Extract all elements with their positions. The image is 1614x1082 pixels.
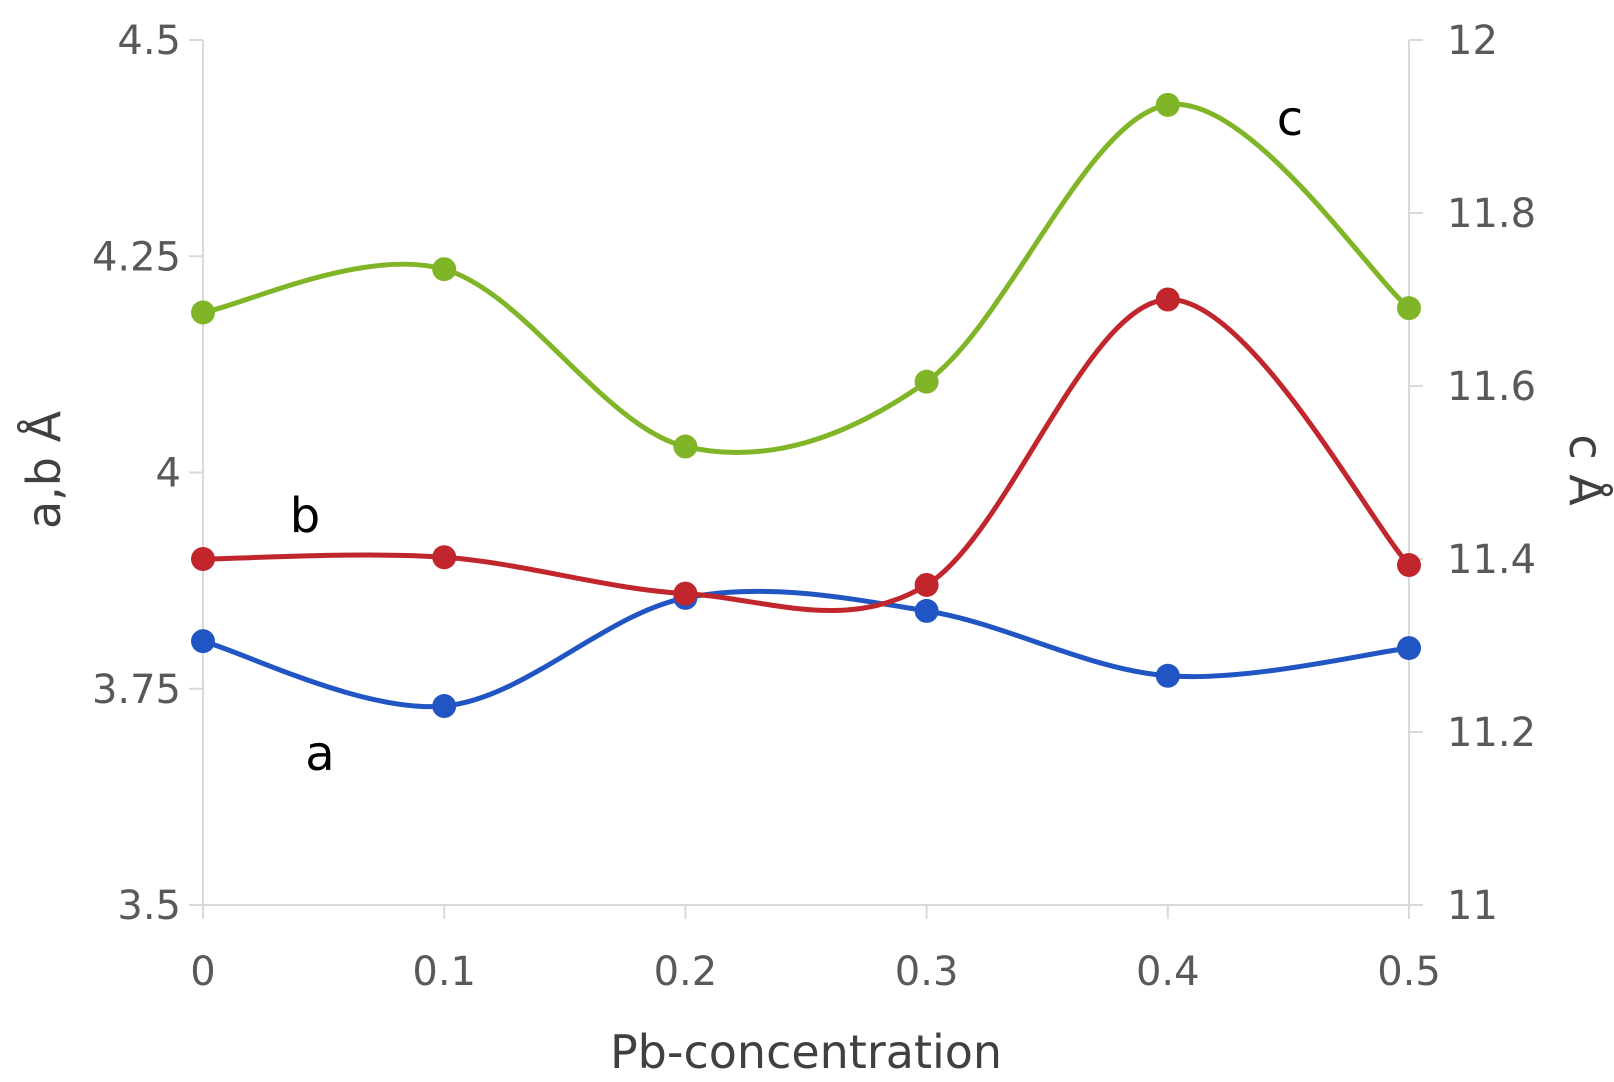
right-y-tick-label: 11.4 xyxy=(1447,537,1536,583)
series-label-a: a xyxy=(305,726,334,782)
right-y-axis-title: c Å xyxy=(1559,434,1613,506)
right-y-tick-label: 11 xyxy=(1447,883,1498,929)
data-point-a xyxy=(914,598,939,623)
data-point-c xyxy=(673,434,698,459)
x-tick-label: 0.2 xyxy=(654,949,718,995)
data-point-c xyxy=(1155,92,1180,117)
data-point-c xyxy=(191,300,215,325)
data-point-a xyxy=(432,694,457,719)
series-line-b xyxy=(200,296,1412,613)
series-line-c xyxy=(200,102,1412,455)
left-y-axis-title: a,b Å xyxy=(17,410,71,529)
data-point-b xyxy=(191,547,215,571)
series-lines-layer xyxy=(200,102,1412,710)
left-y-tick-label: 3.75 xyxy=(92,667,181,713)
text-labels-layer: 3.5 3.75 4 4.25 4.5 11 11.2 11.4 11.6 11.8 12 0 0.1 0… xyxy=(17,18,1613,1079)
data-point-c xyxy=(432,257,457,282)
data-point-b xyxy=(1155,287,1180,312)
axes-layer xyxy=(189,39,1423,919)
right-y-tick-label: 11.2 xyxy=(1447,710,1536,756)
left-y-tick-label: 3.5 xyxy=(117,883,181,929)
left-y-tick-label: 4.25 xyxy=(92,234,181,280)
series-line-a xyxy=(200,588,1412,710)
series-markers-layer xyxy=(191,92,1421,719)
right-y-tick-label: 11.6 xyxy=(1447,364,1536,410)
x-tick-label: 0.3 xyxy=(895,949,959,995)
left-y-tick-label: 4 xyxy=(156,451,181,497)
x-tick-label: 0.5 xyxy=(1377,949,1441,995)
data-point-b xyxy=(1397,553,1421,578)
data-point-b xyxy=(673,581,698,606)
x-axis-title: Pb-concentration xyxy=(610,1025,1002,1079)
left-y-tick-label: 4.5 xyxy=(117,18,181,64)
data-point-a xyxy=(191,629,215,654)
data-point-a xyxy=(1397,636,1421,661)
data-point-c xyxy=(914,369,939,394)
right-y-tick-label: 11.8 xyxy=(1447,191,1536,237)
x-tick-label: 0.4 xyxy=(1136,949,1200,995)
data-point-b xyxy=(432,545,457,570)
data-point-c xyxy=(1397,296,1421,321)
series-label-c: c xyxy=(1277,91,1303,147)
data-point-a xyxy=(1155,663,1180,688)
data-point-b xyxy=(914,572,939,597)
x-tick-label: 0.1 xyxy=(412,949,476,995)
x-tick-label: 0 xyxy=(190,949,215,995)
series-label-b: b xyxy=(290,488,320,544)
right-y-tick-label: 12 xyxy=(1447,18,1498,64)
